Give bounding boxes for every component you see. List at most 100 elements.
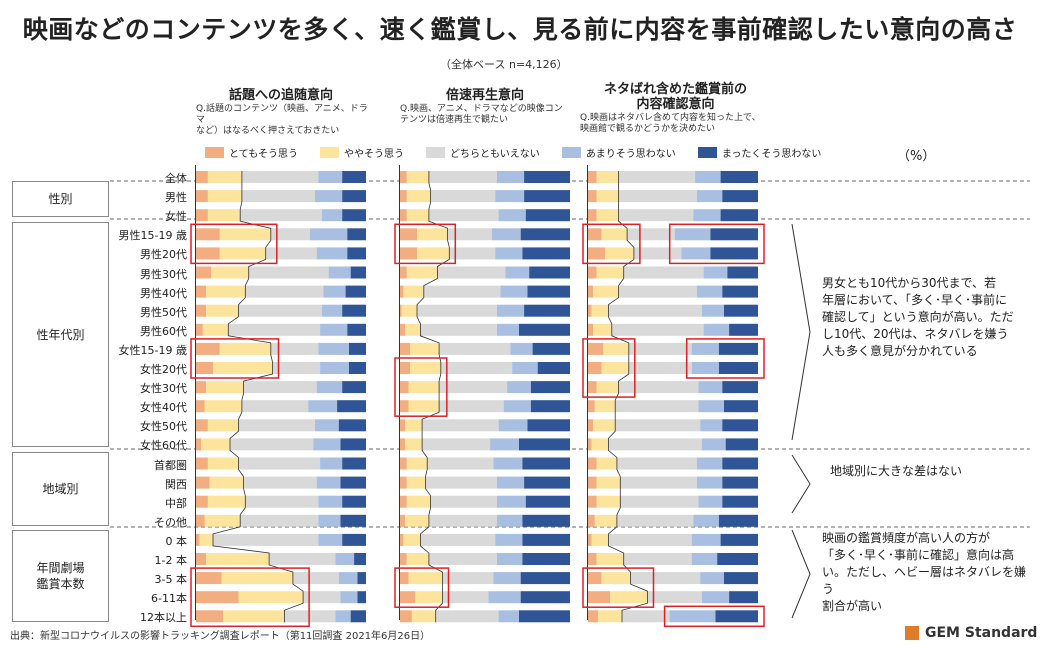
bar-segment xyxy=(611,323,704,336)
bar-segment xyxy=(425,476,497,489)
bar-segment xyxy=(496,304,525,317)
bar-segment xyxy=(593,323,612,336)
row-label: 1-2 本 xyxy=(154,554,187,567)
logo-text: GEM Standard xyxy=(925,625,1038,641)
bar-segment xyxy=(720,533,758,546)
bar-segment xyxy=(241,190,315,203)
bar-segment xyxy=(219,247,266,260)
bar-segment xyxy=(588,228,602,241)
bar-segment xyxy=(588,533,592,546)
group-label-annual-viewing: 年間劇場 鑑賞本数 xyxy=(12,530,109,622)
bar-segment xyxy=(196,304,207,317)
bar-segment xyxy=(213,533,319,546)
bar-segment xyxy=(698,400,724,413)
bar-segment xyxy=(238,457,321,470)
row-label: 男性40代 xyxy=(140,286,187,300)
bar-segment xyxy=(340,591,358,604)
bar-segment xyxy=(618,381,699,394)
bar-segment xyxy=(618,209,694,222)
question-line: など）はなるべく押さえておきたい xyxy=(196,126,340,136)
bar-segment xyxy=(400,533,404,546)
bar-segment xyxy=(316,381,343,394)
bar-segment xyxy=(610,591,648,604)
bar-segment xyxy=(722,381,758,394)
bar-segment xyxy=(698,495,723,508)
bar-segment xyxy=(722,285,758,298)
legend-item: あまりそう思わない xyxy=(561,145,676,160)
note-gender-age: 男女とも10代から30代まで、若 年層において、「多く･早く･事前に 確認して」… xyxy=(822,276,1014,358)
bar-segment xyxy=(405,514,429,527)
bar-segment xyxy=(406,457,428,470)
bar-segment xyxy=(493,457,523,470)
bar-segment xyxy=(400,419,406,432)
bar-segment xyxy=(630,572,701,585)
bar-segment xyxy=(204,400,242,413)
bar-segment xyxy=(496,476,525,489)
bar-segment xyxy=(449,247,496,260)
bar-segment xyxy=(400,228,417,241)
bar-segment xyxy=(318,342,349,355)
bar-segment xyxy=(207,457,239,470)
bar-segment xyxy=(342,209,366,222)
bar-segment xyxy=(447,228,492,241)
bar-segment xyxy=(223,610,285,623)
bar-segment xyxy=(439,342,511,355)
row-label: その他 xyxy=(154,515,187,529)
bar-segment xyxy=(608,438,702,451)
bar-segment xyxy=(196,495,208,508)
highlight-box xyxy=(394,357,448,417)
bar-segment xyxy=(725,438,758,451)
bar-segment xyxy=(400,457,407,470)
bar-segment xyxy=(720,209,758,222)
bar-segment xyxy=(519,610,570,623)
bar-segment xyxy=(437,266,506,279)
bar-segment xyxy=(207,171,242,183)
bar-segment xyxy=(221,572,293,585)
note-viewing-frequency: 映画の鑑賞頻度が高い人の方が 「多く･早く･事前に確認」意向は高 い。ただし、ヘ… xyxy=(822,531,1027,613)
bar-segment xyxy=(318,171,343,183)
top2-connector-line xyxy=(416,171,450,623)
bar-segment xyxy=(406,190,431,203)
bar-segment xyxy=(440,362,513,374)
bar-segment xyxy=(207,190,242,203)
bar-segment xyxy=(588,247,605,260)
bar-segment xyxy=(588,514,595,527)
source-footer: 出典：新型コロナウイルスの影響トラッキング調査レポート（第11回調査 2021年… xyxy=(10,631,431,642)
bar-segment xyxy=(669,610,716,623)
question-line: Q.映画はネタバレ含めて内容を知った上で、 xyxy=(580,113,761,123)
bar-segment xyxy=(207,209,241,222)
bar-segment xyxy=(345,285,366,298)
bar-segment xyxy=(420,533,496,546)
bar-segment xyxy=(406,553,429,565)
bar-segment xyxy=(342,457,366,470)
bar-segment xyxy=(603,342,629,355)
bar-segment xyxy=(196,381,207,394)
row-label: 6-11本 xyxy=(151,592,187,606)
bar-segment xyxy=(196,610,224,623)
highlight-box xyxy=(190,338,280,379)
bar-segment xyxy=(342,495,366,508)
highlight-box xyxy=(668,223,765,265)
legend-swatch xyxy=(320,146,339,158)
bar-segment xyxy=(693,514,719,527)
bar-segment xyxy=(420,323,497,336)
bar-segment xyxy=(428,553,497,565)
bar-segment xyxy=(691,533,721,546)
bar-segment xyxy=(238,591,304,604)
bar-segment xyxy=(696,285,723,298)
highlight-box xyxy=(582,338,636,398)
bar-segment xyxy=(303,591,341,604)
bar-segment xyxy=(435,610,499,623)
bar-segment xyxy=(269,553,336,565)
logo-mark-icon xyxy=(905,626,919,640)
bar-segment xyxy=(335,610,351,623)
bar-segment xyxy=(406,171,429,183)
legend-label: ややそう思う xyxy=(344,148,404,160)
bar-segment xyxy=(710,247,758,260)
panel-title-line: 内容確認意向 xyxy=(636,97,715,112)
bar-segment xyxy=(696,457,723,470)
bar-segment xyxy=(608,533,692,546)
bar-segment xyxy=(700,572,724,585)
bar-segment xyxy=(342,171,366,183)
bar-segment xyxy=(722,495,758,508)
